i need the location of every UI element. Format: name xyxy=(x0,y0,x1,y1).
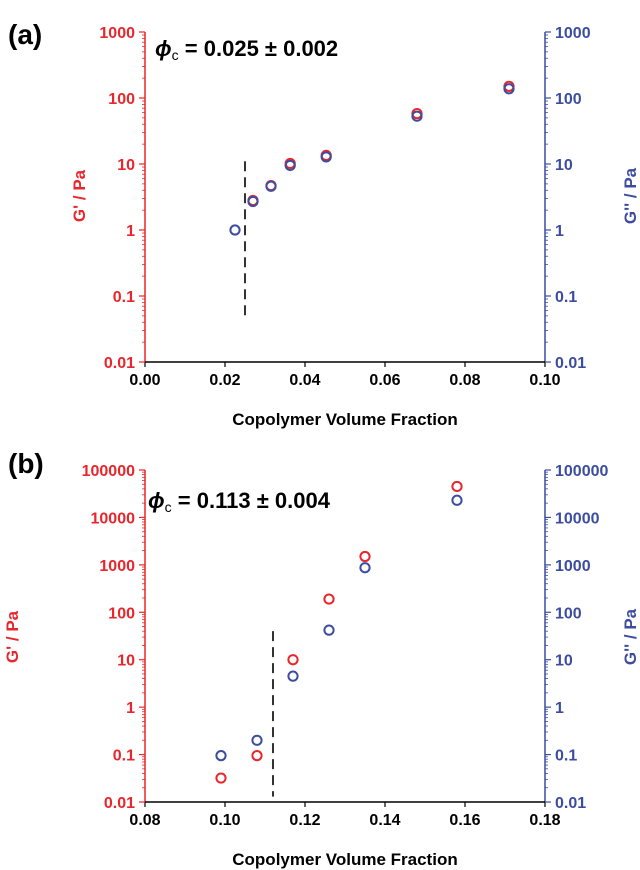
gprime-point-b-2 xyxy=(287,654,299,666)
y-tick-label-right-b-5: 1000 xyxy=(555,558,591,575)
x-tick-label-b-3: 0.14 xyxy=(369,812,400,829)
x-tick-label-b-5: 0.18 xyxy=(529,812,560,829)
gdoubleprime-point-a-4 xyxy=(320,151,332,163)
gdoubleprime-point-a-3 xyxy=(284,159,296,172)
gdoubleprime-point-b-4 xyxy=(359,562,371,574)
phi-annotation-a: ϕc = 0.025 ± 0.002 xyxy=(155,36,338,63)
y-tick-label-right-b-2: 1 xyxy=(555,700,564,717)
phi-symbol-b: ϕ xyxy=(148,488,165,513)
y-tick-label-left-a-5: 1000 xyxy=(99,25,135,42)
y-tick-label-left-b-6: 10000 xyxy=(91,510,136,527)
phi-subscript-a: c xyxy=(172,47,179,63)
gdoubleprime-point-a-2 xyxy=(265,180,277,192)
y-tick-label-left-a-4: 100 xyxy=(108,91,135,108)
gdoubleprime-point-a-6 xyxy=(503,83,515,95)
y-tick-label-right-b-1: 0.1 xyxy=(555,748,577,765)
x-tick-label-b-2: 0.12 xyxy=(289,812,320,829)
y-tick-label-left-a-3: 10 xyxy=(117,157,135,174)
panel-label-b: (b) xyxy=(8,448,44,479)
gdoubleprime-point-b-5 xyxy=(451,494,463,506)
gprime-point-b-4 xyxy=(359,550,371,563)
x-tick-label-a-0: 0.00 xyxy=(129,372,160,389)
y-tick-label-right-b-6: 10000 xyxy=(555,510,600,527)
y-tick-label-left-b-5: 1000 xyxy=(99,558,135,575)
phi-value-a: = 0.025 ± 0.002 xyxy=(179,36,338,61)
chart-panel-a: (a) ϕc = 0.025 ± 0.002 Copolymer Volume … xyxy=(8,19,640,429)
x-axis-label-a: Copolymer Volume Fraction xyxy=(232,410,457,429)
gdoubleprime-point-b-2 xyxy=(287,670,299,682)
gprime-point-b-3 xyxy=(323,593,335,605)
gprime-point-b-1 xyxy=(251,750,263,762)
x-tick-label-a-5: 0.10 xyxy=(529,372,560,389)
y-tick-label-right-a-3: 10 xyxy=(555,157,573,174)
y-tick-label-left-b-0: 0.01 xyxy=(104,795,135,812)
phi-value-b: = 0.113 ± 0.004 xyxy=(172,488,331,513)
y-tick-label-left-b-7: 100000 xyxy=(82,463,135,480)
gdoubleprime-point-a-0 xyxy=(229,224,241,236)
y-tick-label-left-b-4: 100 xyxy=(108,605,135,622)
y-tick-label-right-b-3: 10 xyxy=(555,653,573,670)
phi-annotation-b: ϕc = 0.113 ± 0.004 xyxy=(148,488,331,515)
x-tick-label-a-3: 0.06 xyxy=(369,372,400,389)
gdoubleprime-point-b-1 xyxy=(251,734,263,746)
y-tick-label-right-a-2: 1 xyxy=(555,223,564,240)
y-axis-right-label-a: G'' / Pa xyxy=(621,167,640,224)
chart-panel-b: (b) ϕc = 0.113 ± 0.004 Copolymer Volume … xyxy=(3,448,640,869)
y-tick-label-left-a-0: 0.01 xyxy=(104,355,135,372)
y-tick-label-left-a-1: 0.1 xyxy=(113,289,135,306)
y-axis-right-label-b: G'' / Pa xyxy=(621,608,640,665)
gprime-point-b-5 xyxy=(451,480,463,493)
y-tick-label-right-a-0: 0.01 xyxy=(555,355,586,372)
x-tick-label-b-1: 0.10 xyxy=(209,812,240,829)
y-axis-left-label-a: G' / Pa xyxy=(70,169,89,222)
y-tick-label-left-b-2: 1 xyxy=(126,700,135,717)
x-tick-label-a-1: 0.02 xyxy=(209,372,240,389)
phi-subscript-b: c xyxy=(165,499,172,515)
y-tick-label-left-b-3: 10 xyxy=(117,653,135,670)
phi-symbol-a: ϕ xyxy=(155,36,172,61)
x-tick-label-a-4: 0.08 xyxy=(449,372,480,389)
gdoubleprime-point-b-0 xyxy=(215,750,227,762)
x-tick-label-b-0: 0.08 xyxy=(129,812,160,829)
gdoubleprime-point-b-3 xyxy=(323,624,335,636)
y-tick-label-right-b-4: 100 xyxy=(555,605,582,622)
y-tick-label-left-b-1: 0.1 xyxy=(113,748,135,765)
y-tick-label-right-a-5: 1000 xyxy=(555,25,591,42)
y-axis-left-label-b: G' / Pa xyxy=(3,610,22,663)
x-tick-label-b-4: 0.16 xyxy=(449,812,480,829)
x-tick-label-a-2: 0.04 xyxy=(289,372,320,389)
panel-label-a: (a) xyxy=(8,19,42,50)
y-tick-label-left-a-2: 1 xyxy=(126,223,135,240)
gdoubleprime-point-a-1 xyxy=(247,195,259,208)
y-tick-label-right-a-1: 0.1 xyxy=(555,289,577,306)
y-tick-label-right-a-4: 100 xyxy=(555,91,582,108)
gdoubleprime-point-a-5 xyxy=(411,110,423,122)
y-tick-label-right-b-0: 0.01 xyxy=(555,795,586,812)
x-axis-label-b: Copolymer Volume Fraction xyxy=(232,850,457,869)
y-tick-label-right-b-7: 100000 xyxy=(555,463,608,480)
gprime-point-b-0 xyxy=(215,772,227,784)
